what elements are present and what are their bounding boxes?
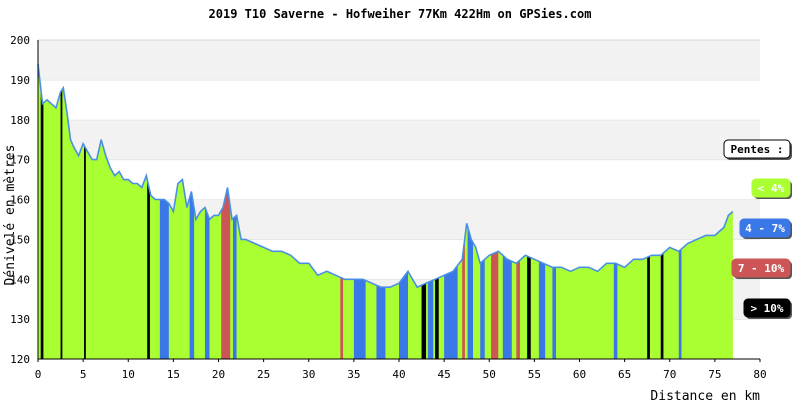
legend-item [731,258,791,278]
slope-segment [221,187,231,359]
x-tick-label: 50 [483,368,496,381]
x-tick-label: 10 [122,368,135,381]
x-tick-label: 0 [35,368,42,381]
slope-segment [527,256,531,359]
y-tick-label: 130 [10,313,30,326]
y-tick-label: 160 [10,194,30,207]
x-tick-label: 40 [392,368,405,381]
x-axis-label: Distance en km [650,389,760,400]
slope-segment [147,179,150,359]
slope-segment [189,191,195,359]
slope-segment [613,263,618,359]
slope-segment [84,145,86,359]
y-tick-label: 140 [10,273,30,286]
x-tick-label: 25 [257,368,270,381]
slope-segment [516,260,520,359]
x-tick-label: 30 [302,368,315,381]
x-tick-label: 80 [753,368,766,381]
axes: 120 130 140 150 160 170 180 190 200 0 5 10 15 20 25 30 3… [10,34,767,381]
slope-segment [353,279,366,359]
x-tick-label: 75 [708,368,721,381]
slope-segment [60,89,63,359]
y-tick-label: 200 [10,34,30,47]
slope-segment [502,255,512,359]
legend-title-label: Pentes : [731,143,784,156]
slope-segment [435,277,439,359]
grid-band [38,79,760,120]
x-tick-label: 35 [347,368,360,381]
slope-segment [421,283,427,359]
legend-item-label: > 10% [750,302,783,315]
x-tick-label: 60 [573,368,586,381]
slope-segment [40,87,44,359]
legend-item-label: < 4% [758,182,785,195]
legend-item [739,218,791,238]
y-tick-label: 150 [10,233,30,246]
slope-segment [467,226,474,359]
elevation-line [37,63,734,289]
slope-segment [159,199,169,359]
slope-segment [232,215,237,359]
y-tick-label: 120 [10,353,30,366]
slope-segment [376,285,386,359]
legend-item-label: 4 - 7% [745,222,785,235]
x-tick-label: 15 [167,368,180,381]
y-tick-label: 190 [10,74,30,87]
y-tick-label: 170 [10,154,30,167]
slope-segment [491,251,499,359]
chart-title: 2019 T10 Saverne - Hofweiher 77Km 422Hm … [209,7,592,21]
elevation-area [38,63,733,360]
x-tick-label: 20 [212,368,225,381]
y-axis-label: Dénivelé en mètres [3,145,18,286]
slope-segment [462,237,465,359]
grid-band [38,159,760,200]
slope-segment [678,248,682,359]
slope-segment [647,256,650,359]
slope-segment [538,261,546,359]
y-tick-label: 180 [10,114,30,127]
legend-item [743,298,791,318]
slope-segment [340,277,344,359]
grid-band [38,119,760,160]
x-tick-label: 55 [528,368,541,381]
x-tick-label: 45 [438,368,451,381]
legend-title [723,139,791,159]
x-tick-label: 70 [663,368,676,381]
slope-segment [480,259,485,359]
x-tick-label: 65 [618,368,631,381]
slope-segment [444,265,458,359]
plot-area [37,63,734,360]
slope-segment [204,207,210,359]
slope-segment [399,271,409,359]
grid-band [38,40,760,80]
slope-legend: Pentes : < 4% 4 - 7% 7 - 10% > 10% [723,139,792,319]
slope-segment [552,267,557,359]
slope-segment [660,252,664,359]
legend-item [751,178,791,198]
legend-item-label: 7 - 10% [738,262,785,275]
x-tick-label: 5 [80,368,87,381]
slope-segment [427,280,434,359]
